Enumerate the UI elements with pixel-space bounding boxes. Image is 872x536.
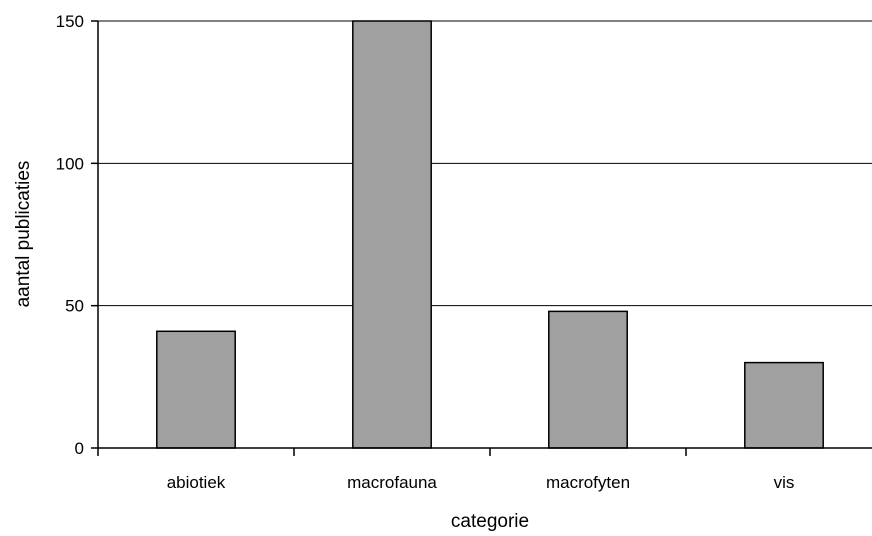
y-axis-title: aantal publicaties — [13, 161, 34, 308]
x-axis-title: categorie — [451, 511, 529, 532]
y-ticks: 0 50 100 150 — [56, 12, 98, 458]
x-tick-label: vis — [774, 473, 795, 492]
bars — [156, 20, 824, 449]
y-tick-label: 150 — [56, 12, 84, 31]
gridlines — [98, 20, 872, 307]
x-tick-label: macrofauna — [347, 473, 437, 492]
y-tick-label: 100 — [56, 154, 84, 173]
bar-macrofauna — [352, 20, 432, 449]
bar-macrofyten — [548, 310, 628, 449]
x-ticks: abiotiek macrofauna macrofyten vis — [97, 448, 795, 492]
bar-abiotiek — [156, 330, 236, 449]
y-tick-label: 0 — [75, 439, 84, 458]
x-tick-label: abiotiek — [167, 473, 226, 492]
x-tick-label: macrofyten — [546, 473, 630, 492]
bar-vis — [744, 361, 824, 449]
y-tick-label: 50 — [65, 297, 84, 316]
